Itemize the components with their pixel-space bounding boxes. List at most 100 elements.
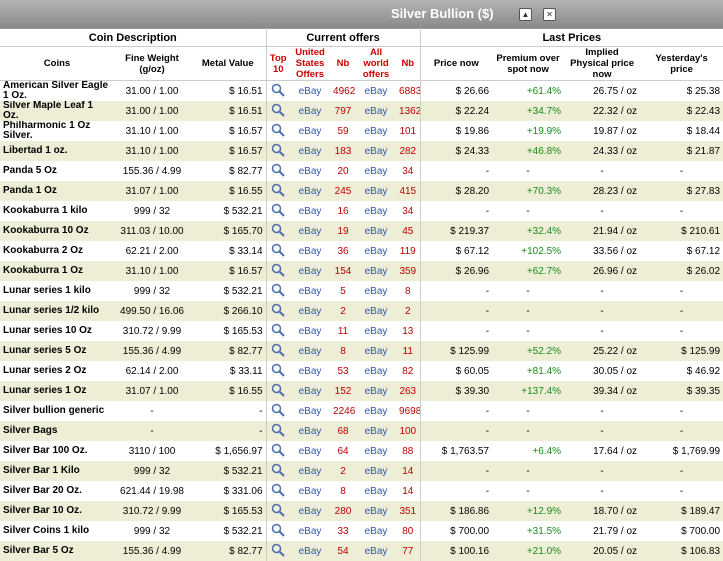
- world-ebay-link[interactable]: eBay: [356, 301, 397, 321]
- world-ebay-link[interactable]: eBay: [356, 421, 397, 441]
- top10-search-icon[interactable]: [266, 181, 291, 201]
- us-ebay-link[interactable]: eBay: [290, 261, 331, 281]
- top10-search-icon[interactable]: [266, 421, 291, 441]
- top10-search-icon[interactable]: [266, 441, 290, 461]
- implied-price: 39.34 / oz: [564, 381, 641, 401]
- world-ebay-link[interactable]: eBay: [364, 245, 388, 257]
- us-ebay-link[interactable]: eBay: [298, 245, 322, 257]
- top10-search-icon[interactable]: [266, 121, 290, 141]
- us-offers-count: 154: [330, 261, 357, 281]
- us-ebay-link[interactable]: eBay: [290, 181, 331, 201]
- implied-price: 26.96 / oz: [564, 261, 641, 281]
- metal-value: -: [190, 421, 267, 441]
- close-section-icon[interactable]: ✕: [543, 8, 556, 21]
- fine-weight: 621.44 / 19.98: [120, 485, 184, 497]
- coin-name: American Silver Eagle 1 Oz.: [3, 80, 109, 101]
- us-ebay-link[interactable]: eBay: [298, 525, 322, 537]
- us-ebay-link[interactable]: eBay: [290, 221, 331, 241]
- world-offers-count: 119: [396, 241, 421, 261]
- us-ebay-link[interactable]: eBay: [298, 325, 322, 337]
- world-ebay-link[interactable]: eBay: [356, 181, 397, 201]
- us-ebay-link[interactable]: eBay: [290, 381, 331, 401]
- top10-search-icon[interactable]: [266, 541, 291, 561]
- world-ebay-link[interactable]: eBay: [364, 205, 388, 217]
- us-ebay-link[interactable]: eBay: [298, 165, 322, 177]
- us-ebay-link[interactable]: eBay: [290, 101, 331, 121]
- world-ebay-link[interactable]: eBay: [364, 285, 388, 297]
- world-offers-count: 282: [396, 141, 421, 161]
- world-ebay-link[interactable]: eBay: [356, 341, 397, 361]
- top10-search-icon[interactable]: [266, 381, 291, 401]
- world-ebay-link[interactable]: eBay: [356, 101, 397, 121]
- top10-search-icon[interactable]: [266, 101, 291, 121]
- world-ebay-link[interactable]: eBay: [364, 165, 388, 177]
- us-ebay-link[interactable]: eBay: [298, 485, 322, 497]
- us-offers-count: 245: [330, 181, 357, 201]
- collapse-icon[interactable]: ▲: [519, 8, 532, 21]
- us-ebay-link[interactable]: eBay: [290, 501, 331, 521]
- top10-search-icon[interactable]: [266, 481, 290, 501]
- top10-search-icon[interactable]: [266, 301, 291, 321]
- world-ebay-link[interactable]: eBay: [356, 541, 397, 561]
- world-ebay-link[interactable]: eBay: [364, 485, 388, 497]
- top10-search-icon[interactable]: [266, 341, 291, 361]
- us-offers-count: 68: [330, 421, 357, 441]
- yesterday-price: $ 1,769.99: [672, 445, 721, 457]
- us-ebay-link[interactable]: eBay: [290, 301, 331, 321]
- top10-search-icon[interactable]: [266, 201, 290, 221]
- yesterday-price: $ 26.02: [640, 261, 723, 281]
- top10-search-icon[interactable]: [266, 401, 290, 421]
- top10-search-icon[interactable]: [266, 461, 291, 481]
- top10-search-icon[interactable]: [266, 521, 290, 541]
- world-ebay-link[interactable]: eBay: [356, 221, 397, 241]
- world-ebay-link[interactable]: eBay: [364, 445, 388, 457]
- us-offers-count: 4962: [333, 85, 356, 97]
- us-ebay-link[interactable]: eBay: [298, 445, 322, 457]
- top10-search-icon[interactable]: [266, 221, 291, 241]
- us-ebay-link[interactable]: eBay: [298, 85, 322, 97]
- world-ebay-link[interactable]: eBay: [364, 325, 388, 337]
- premium-over-spot: +52.2%: [492, 341, 565, 361]
- world-ebay-link[interactable]: eBay: [364, 365, 388, 377]
- world-ebay-link[interactable]: eBay: [364, 125, 388, 137]
- top10-search-icon[interactable]: [266, 361, 290, 381]
- us-ebay-link[interactable]: eBay: [298, 405, 322, 417]
- top10-search-icon[interactable]: [266, 141, 291, 161]
- world-ebay-link[interactable]: eBay: [364, 85, 388, 97]
- world-ebay-link[interactable]: eBay: [356, 141, 397, 161]
- metal-value: $ 165.70: [190, 221, 267, 241]
- us-ebay-link[interactable]: eBay: [290, 421, 331, 441]
- us-ebay-link[interactable]: eBay: [298, 125, 322, 137]
- premium-over-spot: -: [526, 205, 530, 217]
- metal-value: $ 532.21: [190, 521, 267, 541]
- world-offers-count: 11: [396, 341, 421, 361]
- yesterday-price: -: [679, 205, 684, 217]
- top10-search-icon[interactable]: [266, 81, 290, 102]
- us-ebay-link[interactable]: eBay: [290, 341, 331, 361]
- us-ebay-link[interactable]: eBay: [290, 541, 331, 561]
- table-row: Panda 1 Oz 31.07 / 1.00 $ 16.55 eBay 245 eBay…: [0, 181, 723, 201]
- top10-search-icon[interactable]: [266, 161, 290, 181]
- us-ebay-link[interactable]: eBay: [298, 205, 322, 217]
- us-ebay-link[interactable]: eBay: [298, 365, 322, 377]
- implied-price: -: [600, 485, 604, 497]
- top10-search-icon[interactable]: [266, 261, 291, 281]
- top10-search-icon[interactable]: [266, 241, 290, 261]
- table-row: Silver Bar 1 Kilo 999 / 32 $ 532.21 eBay 2 eB…: [0, 461, 723, 481]
- us-ebay-link[interactable]: eBay: [290, 461, 331, 481]
- fine-weight: 3110 / 100: [128, 445, 176, 457]
- yesterday-price: $ 210.61: [640, 221, 723, 241]
- world-ebay-link[interactable]: eBay: [356, 381, 397, 401]
- world-ebay-link[interactable]: eBay: [356, 501, 397, 521]
- yesterday-price: -: [640, 421, 723, 441]
- world-ebay-link[interactable]: eBay: [356, 461, 397, 481]
- price-now: $ 26.66: [455, 85, 490, 97]
- world-ebay-link[interactable]: eBay: [356, 261, 397, 281]
- us-ebay-link[interactable]: eBay: [298, 285, 322, 297]
- world-ebay-link[interactable]: eBay: [364, 405, 388, 417]
- top10-search-icon[interactable]: [266, 281, 290, 301]
- us-ebay-link[interactable]: eBay: [290, 141, 331, 161]
- top10-search-icon[interactable]: [266, 501, 291, 521]
- world-ebay-link[interactable]: eBay: [364, 525, 388, 537]
- top10-search-icon[interactable]: [266, 321, 290, 341]
